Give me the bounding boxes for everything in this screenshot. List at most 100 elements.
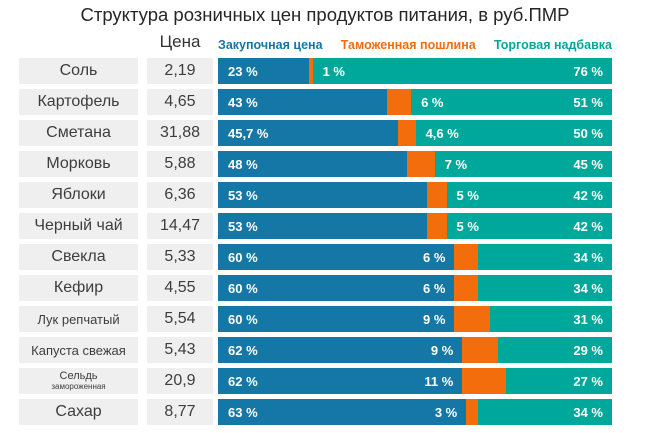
stacked-bar: 53 % 5 % 42 % [218, 213, 612, 239]
duty-pct-label: 6 % [421, 94, 444, 110]
duty-segment [407, 151, 435, 177]
product-name: Соль [59, 62, 98, 79]
product-label: Сахар [19, 399, 138, 425]
product-name: Картофель [37, 93, 120, 110]
purchase-segment: 53 % [218, 213, 427, 239]
product-name: Кефир [53, 279, 104, 296]
markup-pct-label: 27 % [573, 373, 603, 389]
legend-item-duty: Таможенная пошлина [340, 38, 476, 52]
purchase-segment: 43 % [218, 89, 388, 115]
stacked-bar: 48 % 7 % 45 % [218, 151, 612, 177]
product-label: Капуста свежая [19, 337, 138, 363]
price-value: 6,36 [147, 182, 213, 208]
chart-row: Черный чай 14,47 53 % 5 % 42 % [0, 213, 650, 239]
product-label: Лук репчатый [19, 306, 138, 332]
stacked-bar: 60 % 6 % 34 % [218, 275, 612, 301]
product-name-line2: замороженная [51, 382, 106, 391]
duty-pct-label: 11 % [424, 373, 454, 389]
chart-row: Яблоки 6,36 53 % 5 % 42 % [0, 182, 650, 208]
chart-title: Структура розничных цен продуктов питани… [80, 4, 570, 25]
duty-pct-label: 5 % [456, 218, 479, 234]
purchase-segment: 45,7 % [218, 120, 398, 146]
markup-segment: 1 % 76 % [312, 58, 612, 84]
chart-row: Сельдь замороженная 20,9 62 % 11 % 27 % [0, 368, 650, 394]
markup-pct-label: 31 % [573, 311, 603, 327]
markup-segment: 27 % [505, 368, 612, 394]
stacked-bar: 63 % 3 % 34 % [218, 399, 612, 425]
purchase-pct-label: 43 % [228, 94, 258, 110]
price-value: 2,19 [147, 58, 213, 84]
purchase-pct-label: 60 % [228, 280, 258, 296]
price-value: 5,88 [147, 151, 213, 177]
duty-segment [454, 306, 490, 332]
duty-segment [387, 89, 412, 115]
markup-pct-label: 51 % [573, 94, 603, 110]
markup-segment: 4,6 % 50 % [415, 120, 612, 146]
product-name: Сахар [55, 403, 102, 420]
markup-segment: 31 % [489, 306, 612, 332]
price-value: 4,65 [147, 89, 213, 115]
markup-segment: 34 % [478, 275, 612, 301]
purchase-segment: 48 % [218, 151, 408, 177]
legend: Закупочная цена Таможенная пошлина Торго… [218, 38, 612, 52]
price-value: 5,54 [147, 306, 213, 332]
legend-item-markup: Торговая надбавка [493, 38, 612, 52]
purchase-pct-label: 45,7 % [228, 125, 269, 141]
duty-pct-label: 1 % [322, 63, 345, 79]
duty-segment [454, 244, 479, 270]
duty-pct-label: 9 % [430, 342, 454, 358]
duty-segment [397, 120, 416, 146]
purchase-segment: 60 % 9 % [218, 306, 455, 332]
chart-row: Капуста свежая 5,43 62 % 9 % 29 % [0, 337, 650, 363]
chart-row: Картофель 4,65 43 % 6 % 51 % [0, 89, 650, 115]
purchase-pct-label: 63 % [228, 404, 258, 420]
stacked-bar: 53 % 5 % 42 % [218, 182, 612, 208]
markup-segment: 34 % [478, 244, 612, 270]
purchase-segment: 62 % 9 % [218, 337, 463, 363]
product-name: Черный чай [34, 217, 123, 234]
duty-pct-label: 6 % [423, 280, 446, 296]
markup-pct-label: 50 % [573, 125, 603, 141]
purchase-pct-label: 60 % [228, 249, 258, 265]
product-name: Капуста свежая [31, 342, 126, 358]
duty-segment [466, 399, 479, 425]
chart-row: Лук репчатый 5,54 60 % 9 % 31 % [0, 306, 650, 332]
purchase-pct-label: 62 % [228, 373, 258, 389]
duty-pct-label: 6 % [423, 249, 446, 265]
product-label: Морковь [19, 151, 138, 177]
purchase-segment: 62 % 11 % [218, 368, 463, 394]
price-value: 5,33 [147, 244, 213, 270]
price-value: 5,43 [147, 337, 213, 363]
product-name: Свекла [51, 248, 106, 265]
markup-segment: 29 % [497, 337, 612, 363]
purchase-segment: 53 % [218, 182, 427, 208]
product-label: Сметана [19, 120, 138, 146]
chart-rows: Соль 2,19 23 % 1 % 76 % Картофель 4,65 43 % 6 % 5… [0, 58, 650, 425]
product-label: Сельдь замороженная [19, 368, 138, 394]
purchase-segment: 60 % 6 % [218, 244, 455, 270]
markup-pct-label: 29 % [573, 342, 603, 358]
purchase-pct-label: 62 % [228, 342, 258, 358]
duty-pct-label: 5 % [456, 187, 479, 203]
price-column-header: Цена [159, 32, 201, 51]
duty-pct-label: 4,6 % [425, 125, 459, 141]
chart-row: Сметана 31,88 45,7 % 4,6 % 50 % [0, 120, 650, 146]
stacked-bar: 60 % 6 % 34 % [218, 244, 612, 270]
stacked-bar: 23 % 1 % 76 % [218, 58, 612, 84]
product-name: Яблоки [51, 186, 106, 203]
purchase-segment: 63 % 3 % [218, 399, 467, 425]
purchase-pct-label: 23 % [228, 63, 258, 79]
chart-row: Свекла 5,33 60 % 6 % 34 % [0, 244, 650, 270]
purchase-segment: 23 % [218, 58, 309, 84]
markup-pct-label: 76 % [573, 63, 603, 79]
product-label: Черный чай [19, 213, 138, 239]
stacked-bar: 43 % 6 % 51 % [218, 89, 612, 115]
markup-segment: 6 % 51 % [411, 89, 612, 115]
markup-segment: 5 % 42 % [446, 182, 612, 208]
chart-row: Сахар 8,77 63 % 3 % 34 % [0, 399, 650, 425]
product-name: Морковь [46, 155, 111, 172]
product-name: Сельдь [59, 370, 98, 382]
product-label: Картофель [19, 89, 138, 115]
product-name: Лук репчатый [37, 311, 120, 327]
